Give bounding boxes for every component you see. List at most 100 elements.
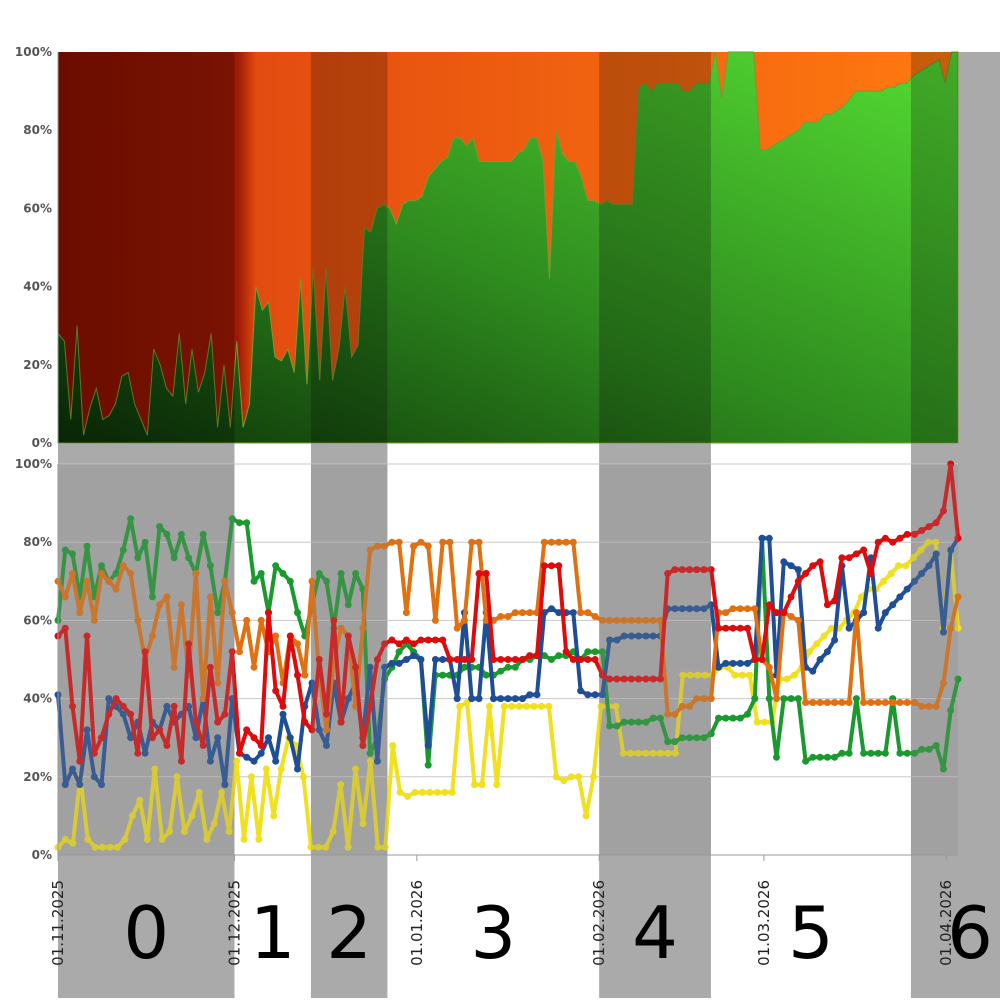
data-point [127, 710, 135, 718]
data-point [228, 609, 236, 617]
data-point [845, 749, 853, 757]
data-point [903, 699, 911, 706]
data-point [538, 702, 545, 710]
data-point [627, 675, 635, 683]
data-point [620, 675, 628, 683]
data-point [497, 613, 505, 620]
data-point [828, 624, 836, 632]
data-point [236, 519, 243, 527]
data-point [199, 742, 207, 749]
data-point [598, 671, 606, 679]
data-point [809, 753, 817, 761]
data-point [286, 734, 294, 742]
data-point [468, 538, 476, 546]
line-y-tick-label: 0% [32, 848, 52, 862]
data-point [329, 828, 337, 835]
data-point [627, 718, 635, 726]
data-point [751, 695, 759, 703]
data-point [206, 593, 214, 601]
data-point [700, 605, 708, 613]
data-point [192, 718, 200, 726]
data-point [753, 718, 761, 726]
data-point [526, 609, 534, 617]
data-point [758, 534, 766, 542]
data-point [388, 659, 396, 667]
data-point [156, 523, 164, 531]
data-point [286, 632, 294, 640]
period-label-0: 0 [123, 891, 169, 975]
data-point [569, 538, 577, 546]
data-point [301, 671, 309, 679]
data-point [860, 609, 868, 617]
data-point [881, 699, 889, 706]
data-point [932, 742, 940, 749]
data-point [678, 734, 686, 742]
data-point [896, 534, 904, 542]
data-point [381, 640, 389, 648]
data-point [831, 753, 839, 761]
data-point [482, 570, 490, 577]
data-point [228, 515, 236, 523]
data-point [787, 613, 795, 620]
data-point [802, 757, 810, 765]
data-point [243, 726, 251, 734]
data-point [852, 550, 860, 558]
data-point [874, 749, 882, 757]
data-point [867, 749, 875, 757]
data-point [504, 656, 512, 663]
data-point [69, 765, 76, 773]
data-point [314, 843, 322, 851]
data-point [453, 624, 461, 632]
data-point [468, 695, 476, 703]
data-point [947, 460, 955, 468]
data-point [765, 695, 773, 703]
data-point [700, 734, 708, 742]
data-point [265, 609, 272, 617]
line-y-tick-label: 60% [23, 613, 52, 627]
data-point [410, 652, 418, 660]
data-point [940, 507, 947, 515]
data-point [657, 749, 664, 757]
data-point [177, 757, 185, 765]
data-point [112, 695, 120, 703]
data-point [823, 601, 831, 609]
data-point [337, 718, 345, 726]
data-point [925, 523, 933, 531]
period-overlay [58, 52, 958, 855]
data-point [606, 722, 614, 730]
data-point [61, 781, 69, 789]
period-label-1: 1 [250, 891, 296, 975]
data-point [83, 577, 91, 585]
data-point [519, 695, 526, 703]
data-point [478, 781, 486, 789]
data-point [373, 542, 381, 550]
data-point [831, 636, 839, 644]
data-point [424, 761, 432, 769]
data-point [148, 632, 156, 640]
data-point [228, 648, 236, 656]
data-point [185, 640, 193, 648]
data-point [845, 624, 853, 632]
data-point [686, 702, 693, 710]
data-point [584, 656, 592, 663]
data-point [707, 695, 715, 703]
data-point [954, 675, 962, 683]
data-point [170, 702, 178, 710]
data-point [511, 609, 519, 617]
data-point [805, 648, 813, 656]
data-point [895, 562, 902, 570]
data-point [911, 530, 918, 538]
area-y-tick-label: 100% [15, 45, 52, 59]
data-point [366, 702, 374, 710]
data-point [243, 616, 251, 624]
line-shade-0 [58, 464, 235, 855]
data-point [642, 632, 650, 640]
area-series-lower [57, 51, 959, 444]
data-point [308, 577, 316, 585]
data-point [497, 656, 505, 663]
data-point [820, 632, 828, 640]
data-point [729, 624, 737, 632]
data-point [947, 624, 955, 632]
data-point [823, 699, 831, 706]
data-point [214, 734, 222, 742]
